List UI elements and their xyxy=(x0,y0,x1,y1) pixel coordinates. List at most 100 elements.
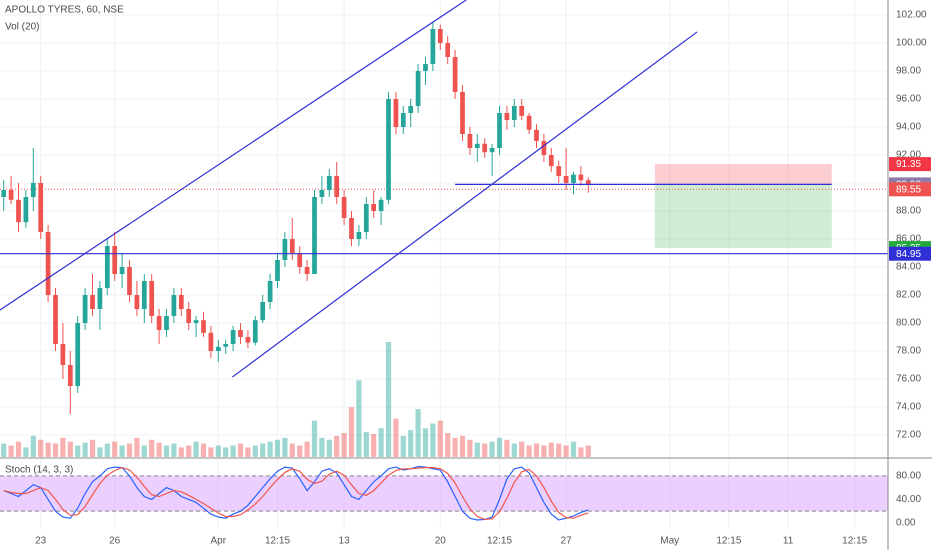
candle-body xyxy=(445,42,451,57)
candle-body xyxy=(38,182,44,233)
volume-bar xyxy=(82,442,88,457)
y-tick-label: 86.00 xyxy=(896,234,921,245)
candle-body xyxy=(371,203,377,211)
candle-body xyxy=(563,175,569,183)
y-tick-label: 78.00 xyxy=(896,346,921,357)
volume-bar xyxy=(452,437,458,457)
volume-bar xyxy=(445,433,451,457)
volume-bar xyxy=(23,447,29,457)
volume-bar xyxy=(30,435,36,457)
candle-body xyxy=(90,295,95,310)
candle-body xyxy=(511,105,517,120)
marks xyxy=(0,0,888,521)
candle-body xyxy=(474,143,480,148)
candle-body xyxy=(223,344,229,347)
candle-body xyxy=(534,129,539,141)
volume-bar xyxy=(60,437,66,457)
y-tick-label: 98.00 xyxy=(896,66,921,77)
candle-body xyxy=(423,63,428,71)
candle-body xyxy=(112,246,118,275)
price-label-box xyxy=(889,157,931,172)
stoch-tick-label: 80.00 xyxy=(896,471,921,482)
volume-bar xyxy=(267,441,273,457)
volume-bar xyxy=(112,441,118,457)
volume-bar xyxy=(178,447,184,457)
x-tick-label: 20 xyxy=(435,536,447,547)
volume-bar xyxy=(422,428,429,457)
volume-bar xyxy=(237,443,244,457)
overlay xyxy=(0,164,888,512)
candle-body xyxy=(164,316,169,331)
candle-body xyxy=(215,346,221,352)
candle-body xyxy=(497,112,502,148)
volume-bar xyxy=(511,443,517,457)
volume-bar xyxy=(548,442,554,457)
candle-body xyxy=(60,344,66,366)
candle-body xyxy=(149,281,155,317)
volume-bar xyxy=(474,442,480,457)
candle-body xyxy=(400,112,406,127)
candle-body xyxy=(319,189,325,197)
candle-body xyxy=(141,281,147,310)
y-tick-label: 72.00 xyxy=(896,430,921,441)
volume-bar xyxy=(186,445,192,457)
volume-bar xyxy=(482,443,488,457)
candle-body xyxy=(437,28,443,43)
volume-bar xyxy=(556,443,562,457)
candle-body xyxy=(53,295,58,345)
volume-bar xyxy=(393,418,399,457)
candle-body xyxy=(289,239,295,254)
price-label: 91.35 xyxy=(896,159,921,170)
volume-bar xyxy=(519,441,525,457)
candle-body xyxy=(578,174,584,181)
candle-body xyxy=(67,365,73,387)
candle-body xyxy=(334,175,340,197)
volume-bar xyxy=(75,445,81,457)
candle-body xyxy=(526,115,532,130)
candle-body xyxy=(363,203,369,233)
candle-body xyxy=(30,182,36,197)
price-label-box xyxy=(889,182,931,197)
candle-body xyxy=(541,140,547,155)
volume-bar xyxy=(297,445,303,457)
volume-bar xyxy=(533,443,540,457)
volume-bar xyxy=(119,445,125,457)
volume-bar xyxy=(193,441,199,457)
candle-body xyxy=(378,199,384,211)
candle-body xyxy=(571,174,576,183)
volume-bar xyxy=(459,435,466,457)
candle-body xyxy=(460,91,465,134)
x-tick-label: Apr xyxy=(211,536,227,547)
stop-zone xyxy=(654,164,832,185)
volume-bar xyxy=(363,432,369,457)
volume-bar xyxy=(149,439,155,457)
volume-bar xyxy=(348,407,355,457)
candle-body xyxy=(156,316,162,331)
price-label: 84.95 xyxy=(896,249,921,260)
volume-bar xyxy=(89,439,96,457)
x-tick-label: May xyxy=(660,536,679,547)
candle-body xyxy=(119,267,125,275)
volume-bar xyxy=(45,442,51,457)
volume-bar xyxy=(97,447,103,457)
candle-body xyxy=(186,309,192,324)
stoch-line xyxy=(3,466,589,521)
y-tick-label: 76.00 xyxy=(896,374,921,385)
volume-bar xyxy=(341,433,347,457)
volume-bar xyxy=(400,435,406,457)
y-tick-label: 92.00 xyxy=(896,150,921,161)
trend-line xyxy=(232,31,698,378)
volume-bar xyxy=(437,420,443,457)
candle-body xyxy=(267,281,273,303)
volume-bar xyxy=(252,445,258,457)
candle-body xyxy=(585,180,591,185)
candle-body xyxy=(326,175,332,190)
candle-body xyxy=(252,320,258,343)
candle-body xyxy=(260,302,266,321)
candle-body xyxy=(519,105,525,116)
volume-bar xyxy=(304,441,310,457)
stoch-line xyxy=(3,465,589,521)
candle-body xyxy=(45,232,51,296)
volume-bar xyxy=(430,423,436,457)
candle-body xyxy=(8,189,14,200)
